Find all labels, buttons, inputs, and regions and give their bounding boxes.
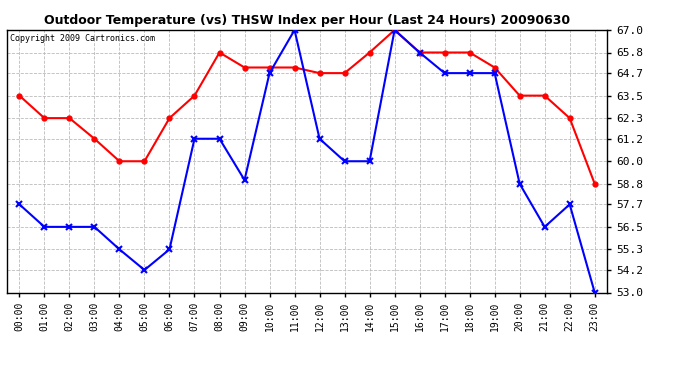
Text: Copyright 2009 Cartronics.com: Copyright 2009 Cartronics.com xyxy=(10,34,155,43)
Title: Outdoor Temperature (vs) THSW Index per Hour (Last 24 Hours) 20090630: Outdoor Temperature (vs) THSW Index per … xyxy=(44,15,570,27)
